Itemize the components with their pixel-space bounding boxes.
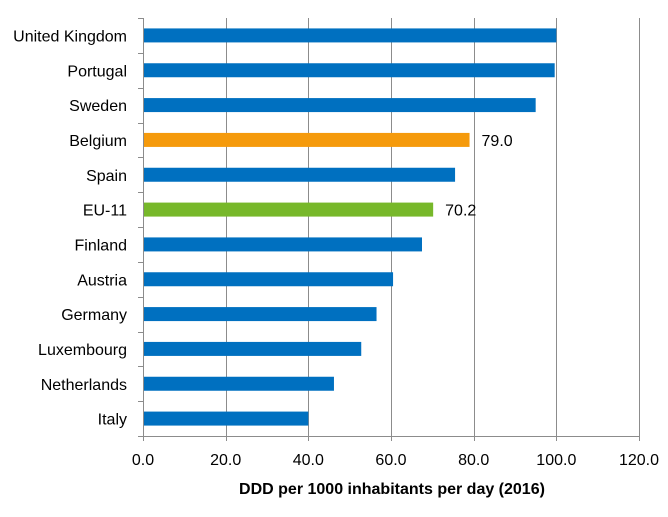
axes (138, 18, 640, 441)
bar-italy (144, 411, 309, 426)
data-label-belgium: 79.0 (482, 133, 513, 150)
bar-netherlands (144, 376, 334, 391)
gridlines (226, 18, 640, 436)
x-tick-label: 0.0 (132, 452, 154, 469)
bar-germany (144, 307, 377, 322)
category-label-united-kingdom: United Kingdom (13, 28, 127, 45)
x-tick-label: 60.0 (375, 452, 406, 469)
x-axis-title: DDD per 1000 inhabitants per day (2016) (239, 481, 545, 498)
bar-eu-11 (144, 202, 434, 217)
category-label-austria: Austria (77, 272, 127, 289)
x-tick-label: 20.0 (210, 452, 241, 469)
x-tick-label: 40.0 (293, 452, 324, 469)
bar-luxembourg (144, 341, 362, 356)
bar-belgium (144, 132, 470, 147)
bar-sweden (144, 98, 536, 113)
category-label-belgium: Belgium (69, 133, 127, 150)
category-label-eu-11: EU-11 (83, 203, 127, 220)
category-label-portugal: Portugal (67, 63, 127, 80)
data-label-eu-11: 70.2 (445, 203, 476, 220)
category-label-netherlands: Netherlands (41, 377, 127, 394)
bar-spain (144, 167, 456, 182)
category-label-sweden: Sweden (69, 98, 127, 115)
bar-portugal (144, 63, 555, 78)
category-label-italy: Italy (98, 412, 127, 429)
labels: 0.0 20.0 40.0 60.0 80.0 100.0 120.0 United King… (13, 28, 659, 469)
bar-united-kingdom (144, 28, 557, 43)
category-label-germany: Germany (61, 307, 127, 324)
category-label-luxembourg: Luxembourg (38, 342, 127, 359)
bar-finland (144, 237, 422, 252)
bars (144, 28, 557, 426)
bar-austria (144, 272, 394, 287)
x-tick-label: 100.0 (536, 452, 576, 469)
x-tick-label: 80.0 (458, 452, 489, 469)
x-tick-label: 120.0 (619, 452, 659, 469)
category-label-finland: Finland (75, 237, 127, 254)
category-label-spain: Spain (86, 168, 127, 185)
